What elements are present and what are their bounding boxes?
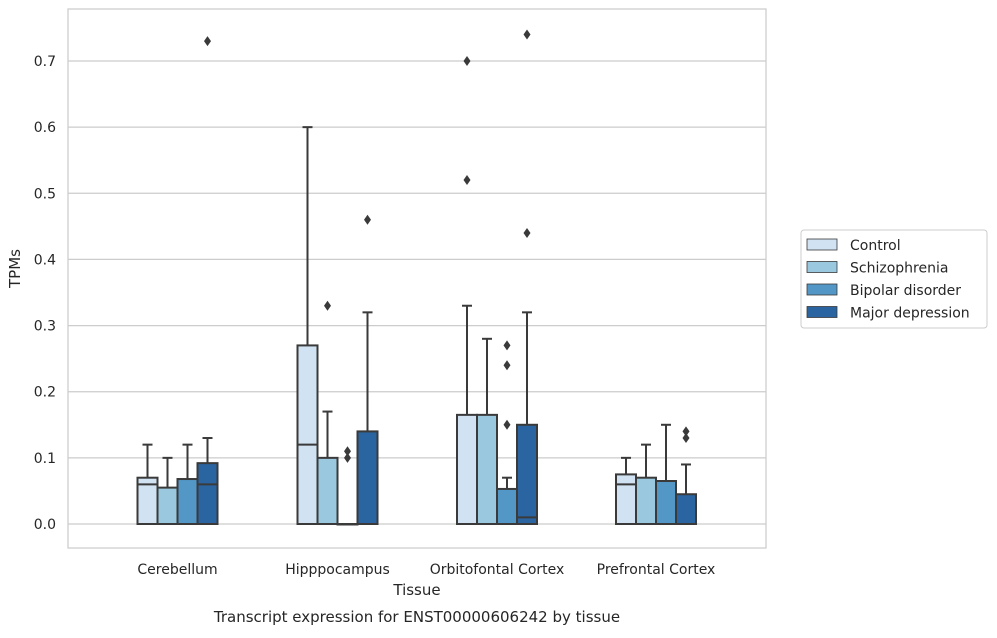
- legend-label: Control: [850, 238, 901, 254]
- box-rect: [296, 344, 319, 525]
- box-rect: [615, 473, 637, 525]
- legend-frame: [800, 229, 988, 329]
- y-tick-label: 0.1: [34, 451, 56, 467]
- box-schizophrenia: [476, 337, 498, 525]
- legend-swatch: [806, 283, 838, 296]
- outlier-marker: [344, 446, 351, 457]
- legend-item: Major depression: [806, 306, 970, 322]
- y-tick-label: 0.7: [34, 54, 56, 70]
- x-tick-label: Orbitofontal Cortex: [430, 562, 565, 578]
- box-schizophrenia: [156, 456, 179, 525]
- plot-frame: [67, 8, 767, 549]
- boxes: [136, 29, 697, 526]
- box-major-depression: [196, 36, 219, 525]
- y-tick-label: 0.3: [34, 319, 56, 335]
- y-tick-label: 0.6: [34, 120, 56, 136]
- y-tick-label: 0.0: [34, 517, 56, 533]
- legend-label: Bipolar disorder: [850, 283, 961, 299]
- box-control: [296, 126, 319, 525]
- box-rect: [156, 486, 179, 525]
- y-axis-label: TPMs: [6, 249, 24, 289]
- box-rect: [456, 413, 478, 525]
- box-rect: [356, 430, 379, 525]
- box-rect: [516, 423, 538, 525]
- box-rect: [316, 456, 339, 526]
- outlier-marker: [204, 36, 211, 47]
- box-control: [136, 443, 159, 526]
- outlier-marker: [344, 452, 351, 463]
- x-axis-label: Tissue: [392, 581, 440, 599]
- box-rect: [675, 493, 697, 526]
- legend-swatch: [806, 238, 838, 251]
- outlier-marker: [324, 300, 331, 311]
- box-rect: [655, 480, 677, 525]
- box-rect: [176, 478, 199, 525]
- outlier-marker: [503, 360, 511, 371]
- legend: Control Schizophrenia Bipolar disorder Majo…: [800, 229, 988, 329]
- box-major-depression: [516, 29, 538, 525]
- box-major-depression: [356, 214, 379, 525]
- legend-label: Major depression: [850, 306, 970, 322]
- outlier-marker: [463, 175, 471, 186]
- box-control: [456, 56, 478, 525]
- outlier-marker: [682, 433, 690, 444]
- box-rect: [496, 487, 518, 525]
- box-schizophrenia: [635, 443, 657, 526]
- box-rect: [196, 462, 219, 525]
- legend-item: Bipolar disorder: [806, 283, 961, 299]
- legend-swatch: [806, 306, 838, 318]
- chart-caption: Transcript expression for ENST0000060624…: [213, 608, 620, 626]
- y-tick-label: 0.5: [34, 186, 56, 202]
- x-tick-label: Prefrontal Cortex: [597, 562, 716, 578]
- y-tick-label: 0.4: [34, 252, 56, 268]
- y-tick-labels: 0.0 0.1 0.2 0.3 0.4 0.5 0.6 0.7: [34, 54, 56, 533]
- outlier-marker: [523, 227, 531, 238]
- box-bipolar-disorder: [336, 446, 359, 526]
- legend-item: Control: [806, 238, 901, 254]
- outlier-marker: [503, 419, 511, 430]
- y-tick-label: 0.2: [34, 385, 56, 401]
- outlier-marker: [503, 340, 511, 351]
- x-tick-label: Hipppocampus: [285, 562, 390, 578]
- box-major-depression: [675, 426, 697, 526]
- outlier-marker: [682, 426, 690, 437]
- legend-item: Schizophrenia: [806, 261, 948, 277]
- outlier-marker: [463, 56, 471, 66]
- legend-swatch: [806, 261, 838, 273]
- box-rect: [476, 413, 498, 525]
- legend-label: Schizophrenia: [850, 261, 948, 277]
- outlier-marker: [364, 214, 371, 225]
- box-bipolar-disorder: [496, 340, 518, 525]
- x-tick-label: Cerebellum: [137, 562, 217, 578]
- x-tick-labels: Cerebellum Hipppocampus Orbitofontal Corte…: [137, 562, 715, 578]
- outlier-marker: [523, 29, 531, 40]
- box-rect: [635, 476, 657, 526]
- box-schizophrenia: [316, 300, 339, 526]
